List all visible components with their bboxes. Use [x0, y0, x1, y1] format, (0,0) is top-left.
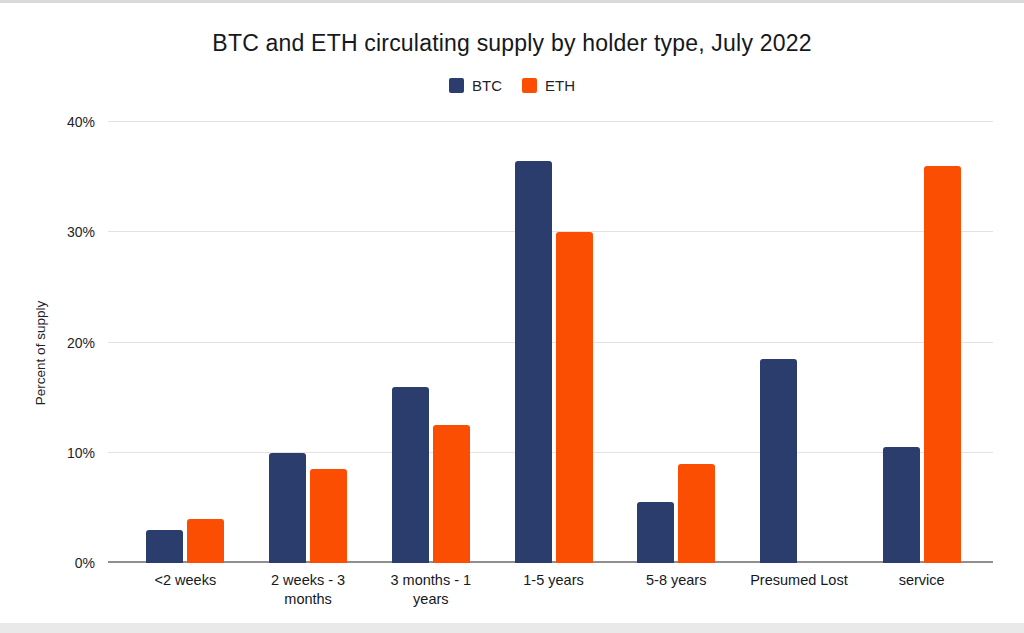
- legend-label-btc: BTC: [472, 77, 502, 94]
- x-label-text: 1-5 years: [523, 571, 583, 609]
- legend-item-btc: BTC: [449, 77, 502, 94]
- bar-group-6: [860, 122, 983, 563]
- x-label-text: 5-8 years: [646, 571, 706, 609]
- y-axis-title: Percent of supply: [33, 301, 48, 405]
- bar-eth-3: [556, 232, 593, 563]
- x-label-4: 5-8 years: [615, 571, 738, 609]
- bar-group-4: [615, 122, 738, 563]
- bar-btc-3: [515, 161, 552, 563]
- x-label-5: Presumed Lost: [738, 571, 861, 609]
- x-label-0: <2 weeks: [124, 571, 247, 609]
- legend-item-eth: ETH: [522, 77, 575, 94]
- x-label-text: 3 months - 1 years: [375, 571, 487, 609]
- bar-series-container: [124, 122, 983, 563]
- bar-eth-0: [187, 519, 224, 563]
- bar-btc-1: [269, 453, 306, 563]
- x-label-6: service: [860, 571, 983, 609]
- bar-btc-2: [392, 387, 429, 563]
- bar-group-3: [492, 122, 615, 563]
- x-axis-labels: <2 weeks 2 weeks - 3 months 3 months - 1 y…: [124, 571, 983, 609]
- plot-area: 0%10%20%30%40% <2 weeks2 weeks - 3 month…: [108, 122, 993, 563]
- y-tick-0%: 0%: [75, 555, 95, 571]
- chart-legend: BTC ETH: [0, 77, 1024, 94]
- x-label-text: <2 weeks: [155, 571, 217, 609]
- y-tick-20%: 20%: [67, 335, 95, 351]
- bar-btc-5: [760, 359, 797, 563]
- bar-eth-4: [678, 464, 715, 563]
- bar-btc-6: [883, 447, 920, 563]
- bar-group-5: [738, 122, 861, 563]
- btc-color-swatch: [449, 78, 464, 93]
- x-label-1: 2 weeks - 3 months: [247, 571, 370, 609]
- legend-label-eth: ETH: [545, 77, 575, 94]
- x-label-text: Presumed Lost: [750, 571, 848, 609]
- bottom-edge-strip: [0, 623, 1024, 633]
- x-label-text: 2 weeks - 3 months: [252, 571, 364, 609]
- x-label-2: 3 months - 1 years: [369, 571, 492, 609]
- bar-btc-0: [146, 530, 183, 563]
- chart-page: BTC and ETH circulating supply by holder…: [0, 0, 1024, 633]
- y-tick-30%: 30%: [67, 224, 95, 240]
- x-label-3: 1-5 years: [492, 571, 615, 609]
- eth-color-swatch: [522, 78, 537, 93]
- x-label-text: service: [899, 571, 945, 609]
- y-tick-10%: 10%: [67, 445, 95, 461]
- bar-eth-1: [310, 469, 347, 563]
- bar-btc-4: [637, 502, 674, 563]
- top-edge-strip: [0, 0, 1024, 3]
- bar-group-2: [369, 122, 492, 563]
- bar-group-1: [247, 122, 370, 563]
- bar-eth-6: [924, 166, 961, 563]
- bar-group-0: [124, 122, 247, 563]
- y-tick-40%: 40%: [67, 114, 95, 130]
- chart-title: BTC and ETH circulating supply by holder…: [0, 30, 1024, 57]
- bar-eth-2: [433, 425, 470, 563]
